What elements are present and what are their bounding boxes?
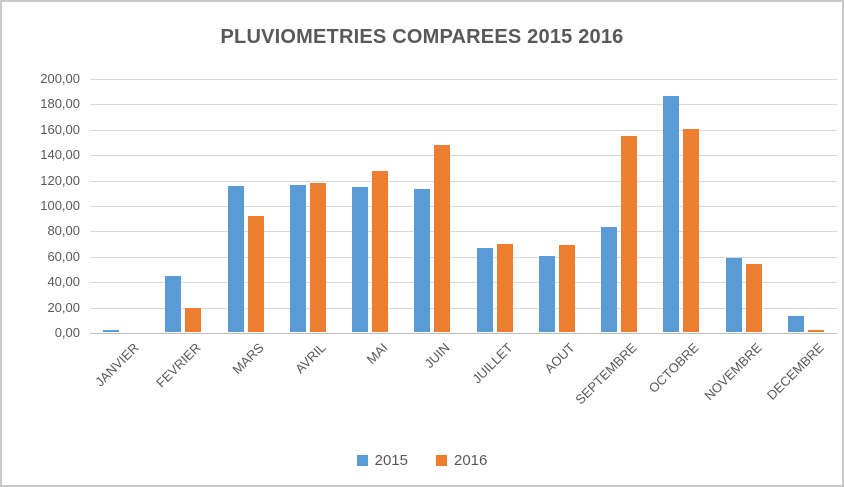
bar-2016-aout[interactable] (558, 245, 575, 332)
y-axis-tick-label: 20,00 (47, 299, 80, 315)
legend-label-2015: 2015 (374, 452, 408, 469)
legend-swatch-2015 (356, 455, 368, 466)
bar-2015-octobre[interactable] (663, 96, 680, 332)
gridline (90, 79, 837, 80)
x-axis-tick-label-juillet: JUILLET (468, 340, 516, 387)
bar-2015-mai[interactable] (352, 187, 369, 332)
x-axis-tick-label-mai: MAI (363, 340, 391, 367)
y-axis-tick-label: 60,00 (47, 248, 80, 264)
x-axis-tick-label-mars: MARS (229, 340, 267, 378)
x-axis-line (90, 333, 837, 334)
bar-2015-aout[interactable] (538, 256, 555, 332)
gridline (90, 307, 837, 309)
bar-2015-fevrier[interactable] (165, 276, 182, 332)
gridline (90, 231, 837, 233)
legend-item-2015[interactable]: 2015 (356, 452, 408, 469)
gridline (90, 129, 837, 131)
y-axis-tick-label: 100,00 (40, 198, 80, 213)
bar-2015-decembre[interactable] (787, 316, 804, 332)
y-axis-tick-label: 200,00 (40, 71, 80, 86)
x-axis-tick-label-juin: JUIN (421, 340, 453, 372)
x-axis-tick-label-octobre: OCTOBRE (646, 340, 702, 396)
legend-item-2016[interactable]: 2016 (436, 452, 487, 469)
bar-2016-novembre[interactable] (745, 264, 762, 332)
y-axis-tick-label: 160,00 (40, 121, 80, 137)
plot-area (90, 79, 837, 334)
legend: 2015 2016 (2, 452, 842, 469)
bar-2015-mars[interactable] (227, 185, 244, 332)
y-axis-tick-label: 40,00 (47, 274, 80, 290)
bar-2016-decembre[interactable] (807, 330, 824, 332)
bar-2016-fevrier[interactable] (185, 307, 202, 332)
x-axis-tick-label-decembre: DECEMBRE (763, 340, 827, 403)
bar-2016-septembre[interactable] (621, 135, 638, 332)
x-axis-tick-label-avril: AVRIL (291, 340, 329, 377)
gridline (90, 155, 837, 157)
x-axis-tick-label-septembre: SEPTEMBRE (572, 340, 640, 408)
y-axis-tick-label: 80,00 (47, 223, 80, 239)
bar-2015-juin[interactable] (414, 189, 431, 332)
bar-2015-septembre[interactable] (601, 227, 618, 332)
gridline (90, 180, 837, 182)
gridline (90, 282, 837, 284)
gridline (90, 256, 837, 258)
y-axis-tick-label: 180,00 (40, 96, 80, 112)
legend-swatch-2016 (436, 455, 447, 466)
x-axis-tick-label-novembre: NOVEMBRE (701, 340, 765, 404)
bar-2016-juin[interactable] (434, 144, 451, 332)
y-axis-tick-label: 140,00 (40, 147, 80, 163)
y-axis-tick-label: 0,00 (54, 325, 80, 340)
bar-2015-juillet[interactable] (476, 247, 493, 332)
bar-2016-juillet[interactable] (496, 244, 513, 332)
gridline (90, 104, 837, 106)
y-axis-tick-label: 120,00 (40, 172, 80, 188)
bar-2016-mai[interactable] (372, 170, 389, 332)
x-axis-tick-label-fevrier: FEVRIER (153, 340, 204, 391)
bar-2015-janvier[interactable] (103, 330, 120, 332)
x-axis-tick-label-janvier: JANVIER (92, 340, 142, 390)
bar-2016-mars[interactable] (247, 215, 264, 332)
legend-label-2016: 2016 (454, 452, 488, 469)
bar-2016-octobre[interactable] (683, 129, 700, 332)
bar-2016-avril[interactable] (309, 183, 326, 332)
x-axis-tick-label-aout: AOUT (541, 340, 578, 377)
chart-title: PLUVIOMETRIES COMPAREES 2015 2016 (220, 26, 624, 48)
bar-2015-novembre[interactable] (725, 258, 742, 332)
gridline (90, 206, 837, 207)
bar-2015-avril[interactable] (289, 184, 306, 332)
